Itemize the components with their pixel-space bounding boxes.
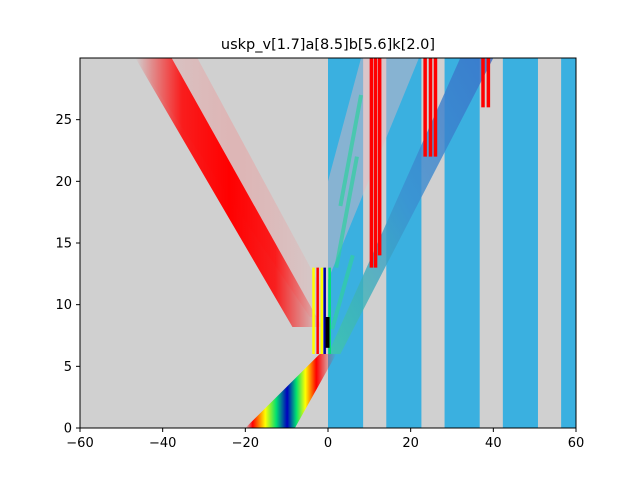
incoming-packet: [245, 354, 337, 428]
x-tick-label: 20: [402, 436, 419, 451]
y-tick-label: 20: [55, 175, 72, 190]
transmitted-wisp: [338, 94, 364, 207]
barrier-stripe: [502, 58, 538, 428]
x-tick-label: −20: [232, 436, 259, 451]
x-tick-label: 40: [485, 436, 502, 451]
interference-haze: [328, 58, 419, 280]
y-tick-label: 10: [55, 298, 72, 313]
collision-core: [325, 317, 330, 348]
x-tick-label: 0: [324, 436, 332, 451]
x-tick-label: 60: [568, 436, 585, 451]
x-axis: −60 −40 −20 0 20 40 60: [66, 428, 584, 451]
transmitted-wisp: [334, 156, 359, 269]
transmitted-wisp: [330, 254, 355, 330]
y-tick-label: 25: [55, 113, 72, 128]
chart-title: uskp_v[1.7]a[8.5]b[5.6]k[2.0]: [221, 37, 435, 53]
y-tick-label: 15: [55, 237, 72, 252]
reflected-packet: [135, 58, 323, 327]
x-tick-label: −40: [149, 436, 176, 451]
x-tick-label: −60: [66, 436, 93, 451]
y-tick-label: 0: [64, 422, 72, 437]
y-axis: 0 5 10 15 20 25: [55, 113, 80, 437]
barrier-stripe: [561, 58, 576, 428]
transmitted-front: [328, 58, 494, 354]
heatmap-field: [135, 58, 576, 428]
y-tick-label: 5: [64, 360, 72, 375]
